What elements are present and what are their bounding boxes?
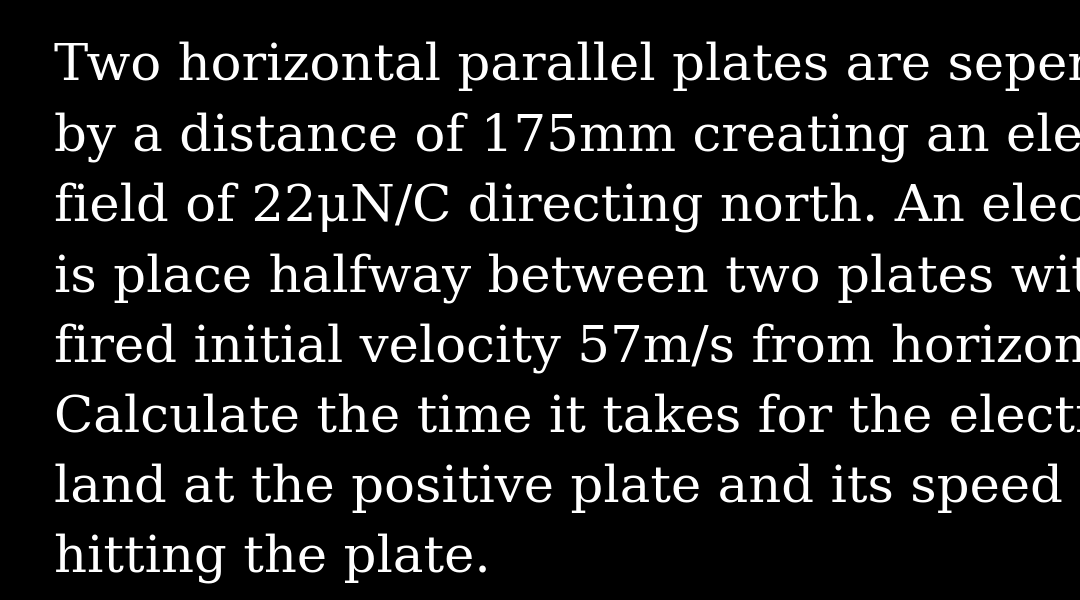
Text: hitting the plate.: hitting the plate. xyxy=(54,533,490,583)
Text: land at the positive plate and its speed before: land at the positive plate and its speed… xyxy=(54,463,1080,512)
Text: Calculate the time it takes for the electron to: Calculate the time it takes for the elec… xyxy=(54,393,1080,442)
Text: field of 22μN/C directing north. An electron: field of 22μN/C directing north. An elec… xyxy=(54,182,1080,232)
Text: is place halfway between two plates with and: is place halfway between two plates with… xyxy=(54,253,1080,302)
Text: Two horizontal parallel plates are seperated: Two horizontal parallel plates are seper… xyxy=(54,42,1080,91)
Text: by a distance of 175mm creating an electric: by a distance of 175mm creating an elect… xyxy=(54,112,1080,162)
Text: fired initial velocity 57m/s from horizontal.: fired initial velocity 57m/s from horizo… xyxy=(54,323,1080,373)
